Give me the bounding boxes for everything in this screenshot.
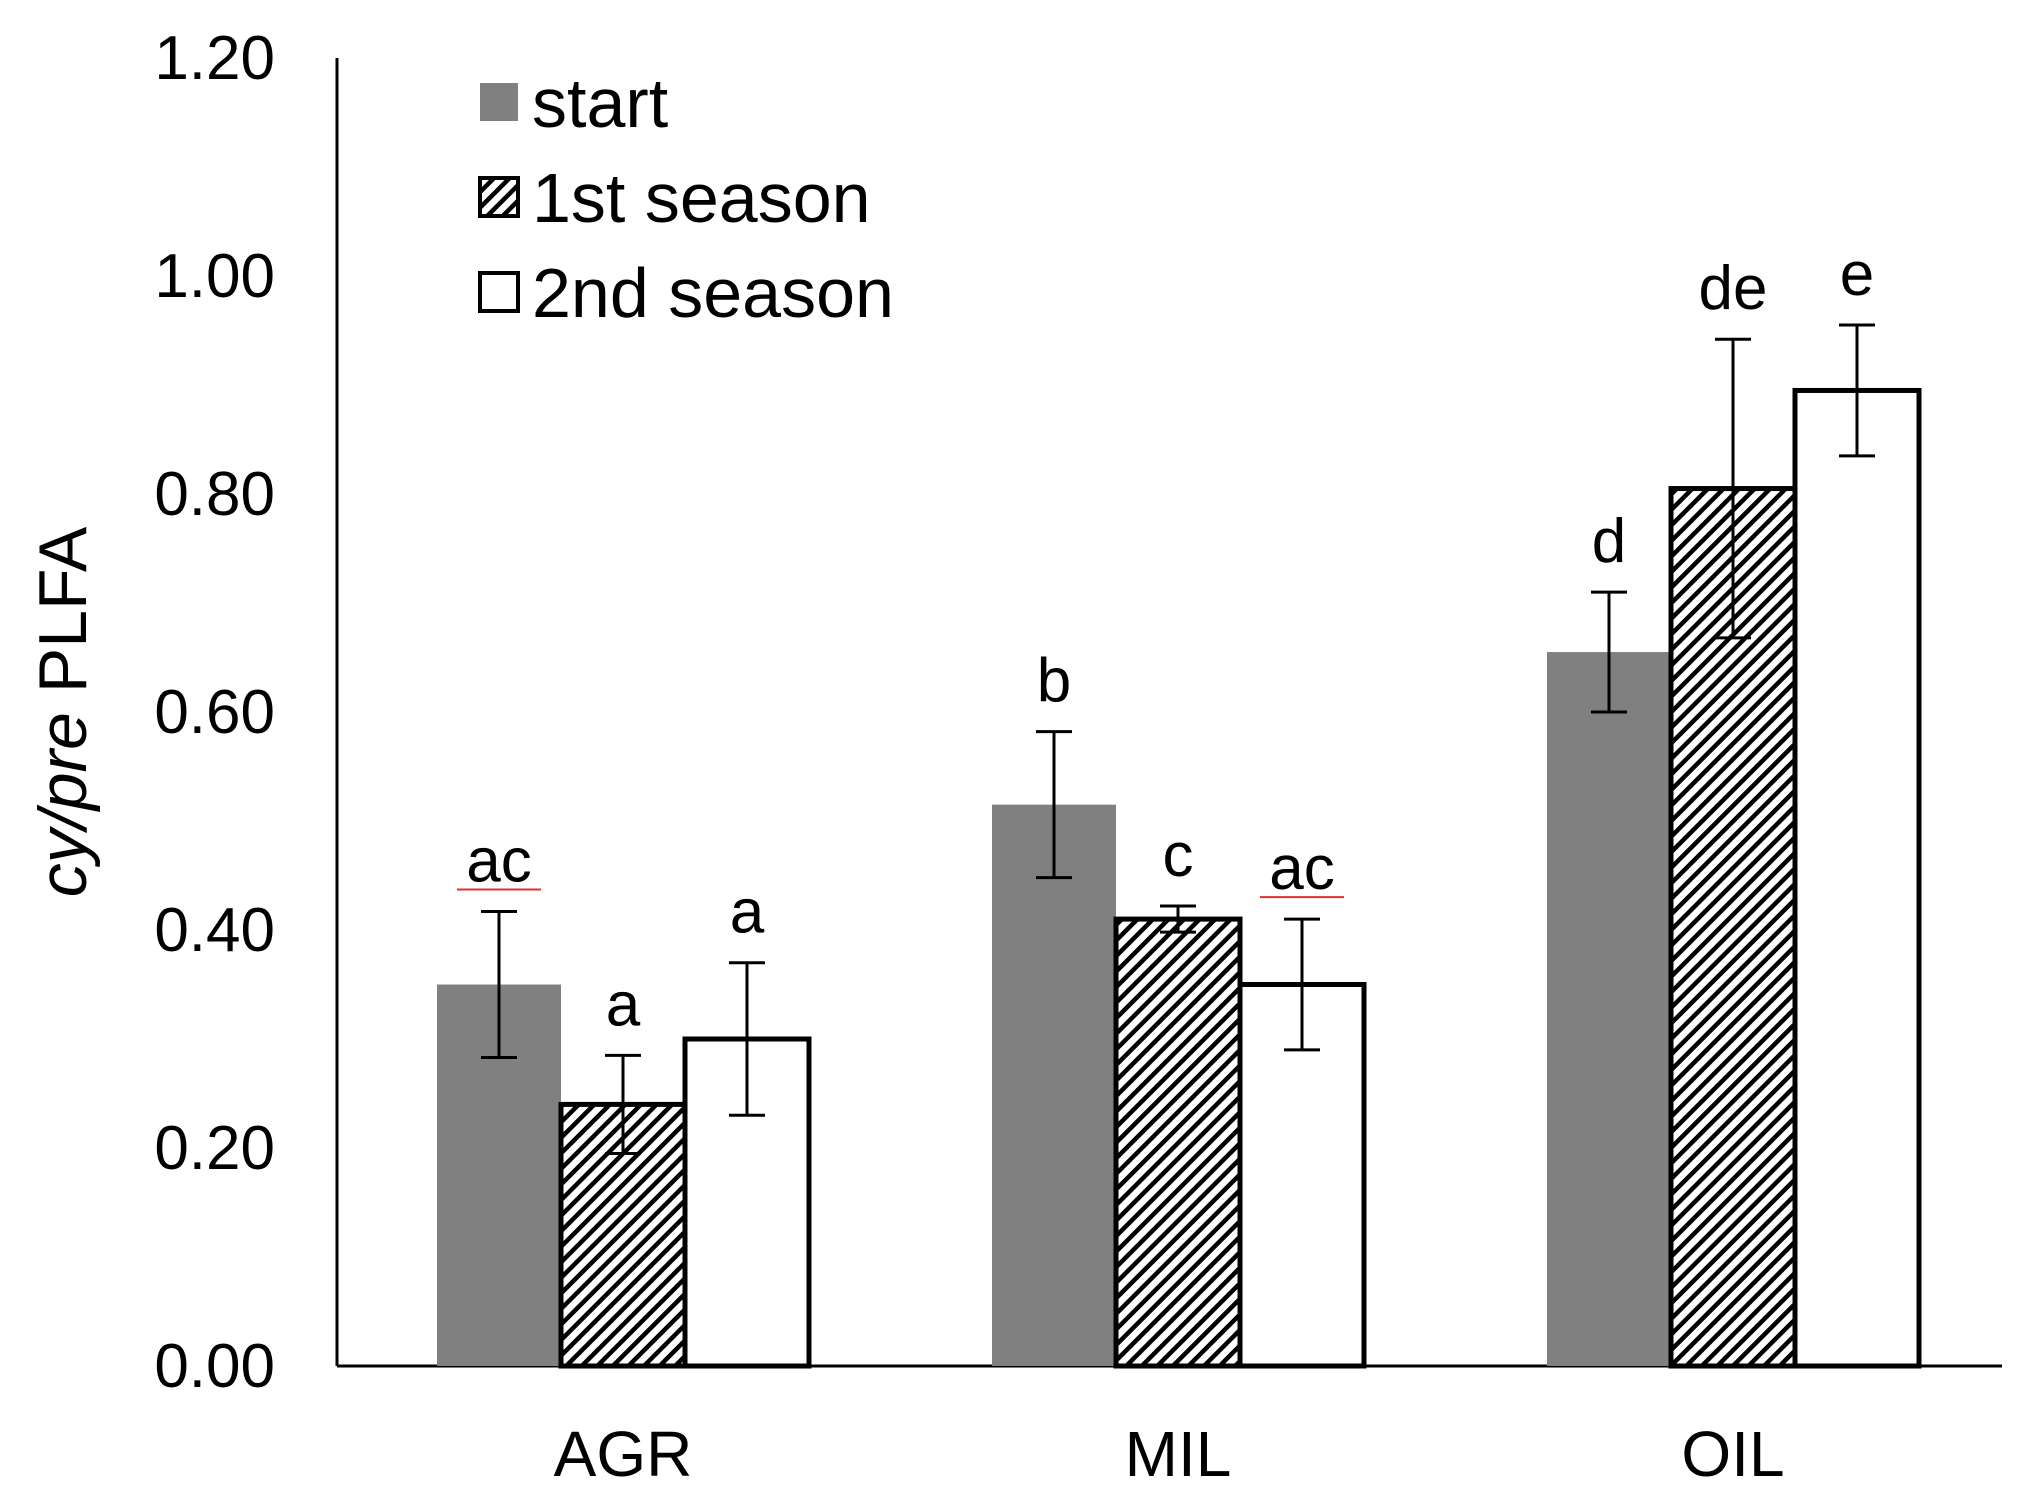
legend-label: 2nd season [532, 254, 894, 332]
y-tick-label: 0.20 [154, 1114, 275, 1183]
bar-mil-1st-season [1113, 916, 1243, 1369]
legend-swatch-start [480, 83, 518, 121]
bar-oil-start [1547, 652, 1671, 1366]
y-tick-label: 1.00 [154, 242, 275, 311]
significance-letter: e [1840, 240, 1874, 309]
error-bars [481, 323, 1875, 1155]
y-tick-label: 0.40 [154, 896, 275, 965]
error-bar [729, 961, 765, 1117]
bar-mil-start [992, 804, 1116, 1366]
y-tick-label: 1.20 [154, 24, 275, 93]
significance-letter: ac [466, 826, 531, 895]
significance-letter: a [730, 878, 765, 947]
significance-letter: d [1592, 507, 1626, 576]
error-bar [481, 909, 517, 1060]
significance-letter: de [1699, 254, 1768, 323]
legend-swatch-2nd-season [478, 271, 520, 313]
category-label-mil: MIL [1125, 1418, 1232, 1490]
y-tick-label: 0.60 [154, 678, 275, 747]
y-tick-label: 0.80 [154, 460, 275, 529]
error-bar [1839, 323, 1875, 458]
category-label-oil: OIL [1681, 1418, 1784, 1490]
y-axis-label-italic: cy/pre [25, 712, 101, 897]
error-bar [1284, 917, 1320, 1052]
category-labels: AGR MIL OIL [554, 1418, 1785, 1490]
bars [437, 387, 1922, 1369]
significance-letter: a [606, 970, 641, 1039]
y-tick-labels: 0.00 0.20 0.40 0.60 0.80 1.00 1.20 [154, 24, 275, 1401]
significance-letter: ac [1269, 834, 1334, 903]
legend-label: 1st season [532, 159, 871, 237]
y-axis-label-rest: PLFA [25, 526, 101, 712]
error-bar [605, 1053, 641, 1155]
legend-label: start [532, 64, 668, 142]
error-bar [1591, 590, 1627, 714]
significance-letter: c [1163, 821, 1194, 890]
legend-swatch-1st-season [478, 176, 520, 218]
error-bar [1715, 337, 1751, 640]
error-bar [1036, 730, 1072, 880]
error-bar [1160, 904, 1196, 934]
y-axis-label: cy/pre PLFA [25, 526, 101, 897]
y-tick-label: 0.00 [154, 1332, 275, 1401]
legend: start 1st season 2nd season [478, 64, 894, 332]
category-label-agr: AGR [554, 1418, 693, 1490]
bar-oil-2nd-season [1792, 387, 1922, 1369]
significance-letter: b [1037, 647, 1071, 716]
